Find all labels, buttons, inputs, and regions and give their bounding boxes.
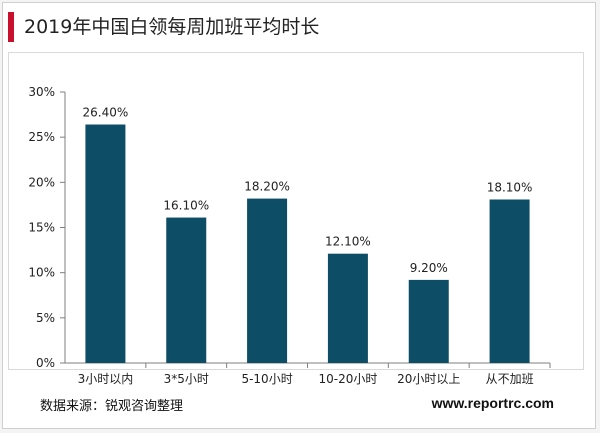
y-tick-label: 10% — [28, 266, 55, 280]
y-tick-label: 0% — [36, 356, 55, 370]
x-tick-label: 3小时以内 — [78, 372, 134, 386]
data-label: 18.10% — [487, 180, 533, 194]
data-label: 16.10% — [163, 199, 209, 213]
bar — [85, 124, 126, 364]
bar — [408, 279, 449, 363]
y-tick-label: 5% — [36, 311, 55, 325]
bar — [489, 199, 530, 363]
x-tick-label: 从不加班 — [486, 372, 534, 386]
bar — [327, 253, 368, 363]
y-tick-label: 20% — [28, 175, 55, 189]
data-label: 9.20% — [410, 261, 448, 275]
chart-frame — [8, 52, 584, 370]
source-note: 数据来源：锐观咨询整理 — [40, 399, 184, 414]
y-tick-label: 30% — [28, 85, 55, 99]
title-accent-bar — [8, 12, 14, 42]
x-tick-label: 20小时以上 — [397, 372, 460, 386]
bar — [166, 217, 207, 363]
y-tick-label: 25% — [28, 130, 55, 144]
y-tick-label: 15% — [28, 221, 55, 235]
data-label: 18.20% — [244, 180, 290, 194]
data-label: 12.10% — [325, 235, 371, 249]
x-tick-label: 5-10小时 — [241, 372, 292, 386]
x-tick-label: 10-20小时 — [318, 372, 377, 386]
page-title: 2019年中国白领每周加班平均时长 — [24, 16, 320, 38]
x-tick-label: 3*5小时 — [164, 372, 209, 386]
website-link[interactable]: www.reportrc.com — [431, 395, 554, 411]
bar — [247, 198, 288, 363]
data-label: 26.40% — [83, 106, 129, 120]
